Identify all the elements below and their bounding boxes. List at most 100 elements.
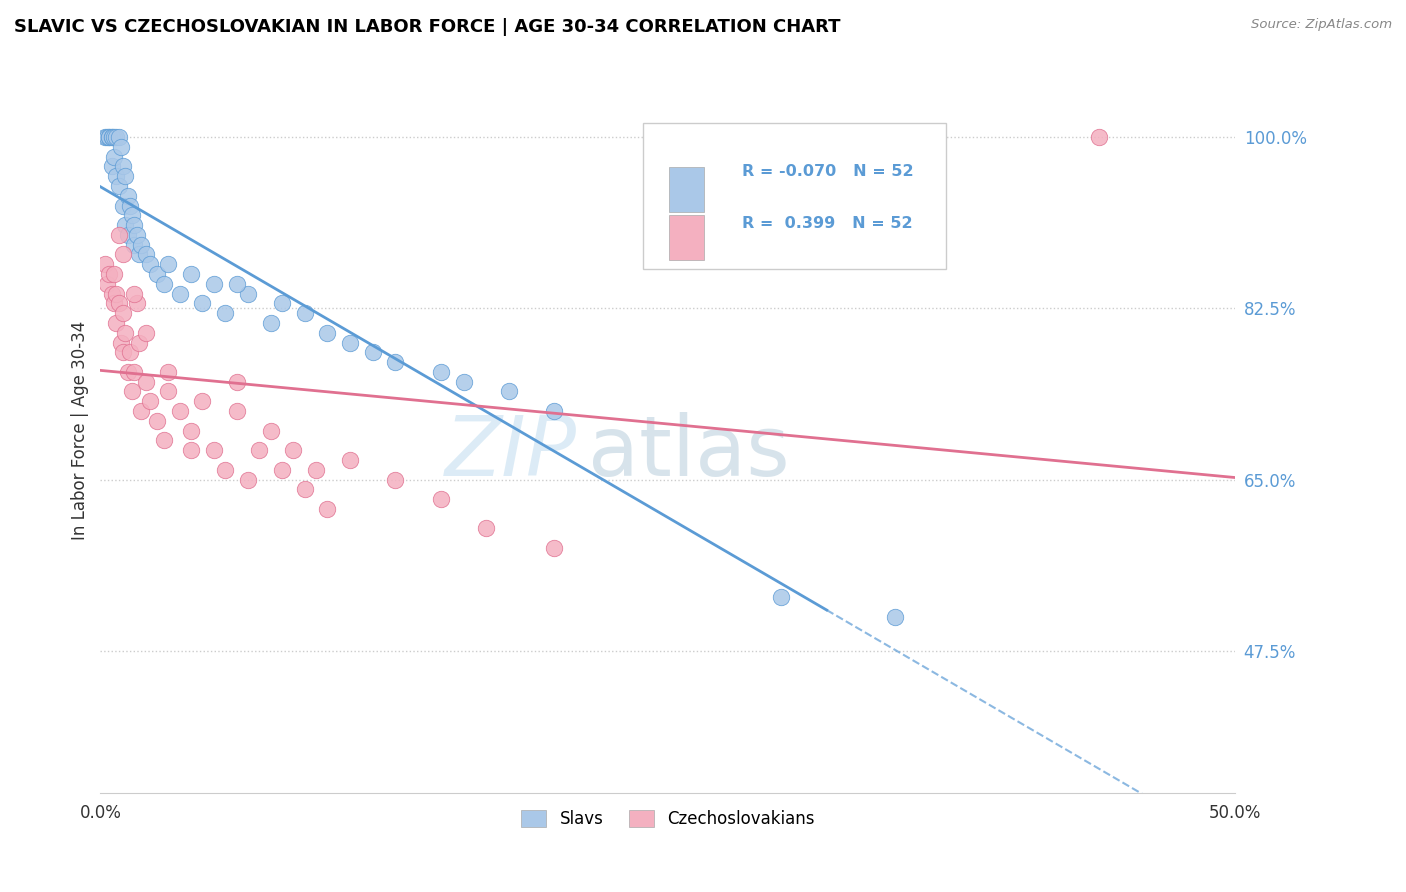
Point <box>225 404 247 418</box>
Point <box>139 394 162 409</box>
Point <box>128 335 150 350</box>
Point <box>225 277 247 291</box>
Point <box>112 247 135 261</box>
Point <box>169 286 191 301</box>
Point <box>191 394 214 409</box>
Point <box>146 267 169 281</box>
Point <box>543 541 565 555</box>
Point <box>294 306 316 320</box>
Point <box>146 414 169 428</box>
Point <box>124 237 146 252</box>
Point <box>96 277 118 291</box>
Point <box>305 463 328 477</box>
Point <box>118 345 141 359</box>
Point <box>339 335 361 350</box>
Point <box>125 227 148 242</box>
Point <box>107 296 129 310</box>
Point <box>129 404 152 418</box>
Point <box>96 130 118 145</box>
Point <box>153 277 176 291</box>
Point <box>498 384 520 399</box>
Point <box>114 169 136 183</box>
Point <box>135 326 157 340</box>
Point <box>124 218 146 232</box>
Point <box>100 130 122 145</box>
Point <box>259 316 281 330</box>
Point <box>135 375 157 389</box>
Point <box>157 365 180 379</box>
Point <box>118 198 141 212</box>
Text: R = -0.070   N = 52: R = -0.070 N = 52 <box>742 164 914 179</box>
Point <box>112 345 135 359</box>
Point <box>107 130 129 145</box>
Point <box>316 326 339 340</box>
Point <box>180 443 202 458</box>
Point <box>180 424 202 438</box>
Point <box>202 443 225 458</box>
Point <box>339 453 361 467</box>
Point <box>214 306 236 320</box>
Point <box>98 130 121 145</box>
Point <box>117 188 139 202</box>
Point <box>770 590 793 604</box>
Point <box>259 424 281 438</box>
Point <box>100 286 122 301</box>
Point <box>384 355 406 369</box>
Point <box>236 286 259 301</box>
Point <box>103 150 125 164</box>
Text: atlas: atlas <box>588 412 790 492</box>
Point <box>105 316 128 330</box>
Point <box>475 521 498 535</box>
Text: R =  0.399   N = 52: R = 0.399 N = 52 <box>742 216 912 231</box>
Point <box>180 267 202 281</box>
Point <box>112 160 135 174</box>
Point <box>117 227 139 242</box>
Point <box>112 198 135 212</box>
Point <box>107 227 129 242</box>
Point <box>236 473 259 487</box>
Point <box>112 306 135 320</box>
Point <box>225 375 247 389</box>
Point <box>124 286 146 301</box>
Point <box>103 130 125 145</box>
Point <box>128 247 150 261</box>
Point <box>110 140 132 154</box>
Point <box>114 326 136 340</box>
Point <box>121 208 143 222</box>
Point <box>114 218 136 232</box>
Point <box>191 296 214 310</box>
Point <box>294 483 316 497</box>
Y-axis label: In Labor Force | Age 30-34: In Labor Force | Age 30-34 <box>72 321 89 541</box>
Text: SLAVIC VS CZECHOSLOVAKIAN IN LABOR FORCE | AGE 30-34 CORRELATION CHART: SLAVIC VS CZECHOSLOVAKIAN IN LABOR FORCE… <box>14 18 841 36</box>
Point <box>361 345 384 359</box>
Point <box>103 296 125 310</box>
Point <box>157 257 180 271</box>
Point <box>125 296 148 310</box>
Point <box>105 130 128 145</box>
Point <box>121 384 143 399</box>
Point <box>1088 130 1111 145</box>
Point <box>153 434 176 448</box>
Point <box>124 365 146 379</box>
Point <box>157 384 180 399</box>
Point <box>117 365 139 379</box>
Point <box>103 267 125 281</box>
Point <box>139 257 162 271</box>
Point <box>110 335 132 350</box>
Point <box>543 404 565 418</box>
Point <box>430 365 453 379</box>
Point <box>883 609 905 624</box>
Point <box>316 501 339 516</box>
Point <box>107 178 129 193</box>
Text: Source: ZipAtlas.com: Source: ZipAtlas.com <box>1251 18 1392 31</box>
Point <box>271 463 294 477</box>
Point <box>129 237 152 252</box>
Point <box>202 277 225 291</box>
Point <box>100 160 122 174</box>
Point <box>247 443 270 458</box>
Point <box>271 296 294 310</box>
Text: ZIP: ZIP <box>446 412 576 492</box>
Point <box>169 404 191 418</box>
Point <box>94 257 117 271</box>
Point <box>105 286 128 301</box>
